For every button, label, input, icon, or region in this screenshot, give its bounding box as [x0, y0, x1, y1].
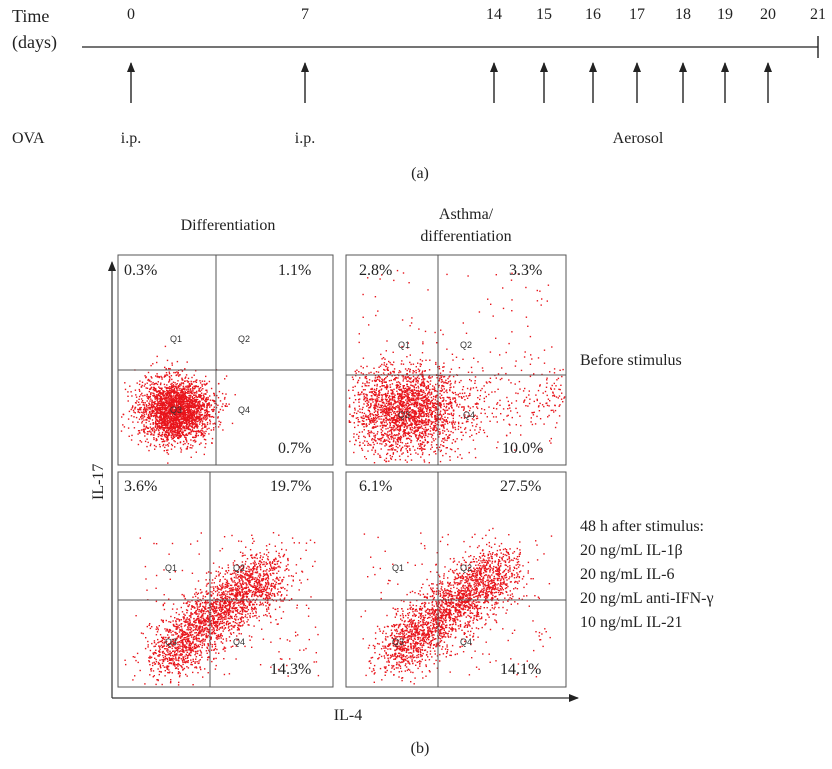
panel-q4-percent: 10.0%	[502, 440, 544, 457]
x-axis-label: IL-4	[333, 707, 363, 724]
column-title-asthma-line2: differentiation	[420, 228, 512, 245]
quadrant-label: Q2	[238, 334, 251, 344]
day-tick-label: 16	[585, 6, 601, 23]
day-tick-label: 0	[127, 6, 135, 23]
day-tick-label: 17	[629, 6, 645, 23]
panel-q4-percent: 0.7%	[278, 440, 312, 457]
quadrant-label: Q3	[165, 637, 178, 647]
panel-q1-percent: 6.1%	[359, 478, 393, 495]
quadrant-label: Q3	[398, 410, 411, 420]
days-label: (days)	[12, 32, 57, 52]
flow-panel-events	[120, 345, 236, 464]
y-axis-label: IL-17	[90, 463, 107, 500]
panel-q4-percent: 14.3%	[270, 661, 312, 678]
flow-panel-frame	[345, 254, 567, 466]
panel-q2-percent: 19.7%	[270, 478, 312, 495]
ova-label: OVA	[12, 130, 45, 147]
day-tick-label: 7	[301, 6, 309, 23]
quadrant-label: Q4	[238, 405, 251, 415]
ip-label: i.p.	[294, 130, 316, 147]
row-label-after-4: 20 ng/mL anti-IFN-γ	[580, 590, 714, 607]
panel-q2-percent: 1.1%	[278, 262, 312, 279]
row-label-after-3: 20 ng/mL IL-6	[580, 566, 675, 583]
row-label-after-2: 20 ng/mL IL-1β	[580, 542, 683, 559]
panel-q4-percent: 14.1%	[500, 661, 542, 678]
panel-q2-percent: 27.5%	[500, 478, 542, 495]
caption-a: (a)	[411, 165, 429, 182]
ip-label: i.p.	[120, 130, 142, 147]
quadrant-label: Q1	[165, 563, 178, 573]
panel-q1-percent: 3.6%	[124, 478, 158, 495]
day-tick-label: 15	[536, 6, 552, 23]
flow-panel-frame	[117, 254, 334, 466]
column-title-asthma: Asthma/	[438, 206, 494, 223]
day-tick-label: 19	[717, 6, 733, 23]
day-tick-label: 20	[760, 6, 776, 23]
day-tick-label: 18	[675, 6, 691, 23]
panel-q1-percent: 0.3%	[124, 262, 158, 279]
quadrant-label: Q4	[233, 637, 246, 647]
flow-panel-events	[360, 527, 553, 685]
quadrant-label: Q3	[170, 405, 183, 415]
quadrant-label: Q3	[392, 637, 405, 647]
row-label-after-5: 10 ng/mL IL-21	[580, 614, 683, 631]
aerosol-label: Aerosol	[612, 130, 664, 147]
quadrant-label: Q2	[233, 563, 246, 573]
quadrant-label: Q1	[398, 340, 411, 350]
column-title-differentiation: Differentiation	[180, 217, 276, 234]
flow-panel-events	[124, 532, 320, 686]
time-label: Time	[12, 6, 50, 26]
day-tick-label: 21	[810, 6, 826, 23]
panel-q2-percent: 3.3%	[509, 262, 543, 279]
quadrant-label: Q4	[460, 637, 473, 647]
row-label-before: Before stimulus	[580, 352, 682, 369]
quadrant-label: Q1	[392, 563, 405, 573]
caption-b: (b)	[410, 740, 430, 757]
quadrant-label: Q2	[460, 340, 473, 350]
quadrant-label: Q2	[460, 563, 473, 573]
quadrant-label: Q4	[463, 410, 476, 420]
flow-panel-events	[348, 269, 566, 464]
flow-panel-frame	[345, 471, 567, 688]
day-tick-label: 14	[486, 6, 502, 23]
row-label-after-1: 48 h after stimulus:	[580, 518, 704, 535]
quadrant-label: Q1	[170, 334, 183, 344]
panel-q1-percent: 2.8%	[359, 262, 393, 279]
